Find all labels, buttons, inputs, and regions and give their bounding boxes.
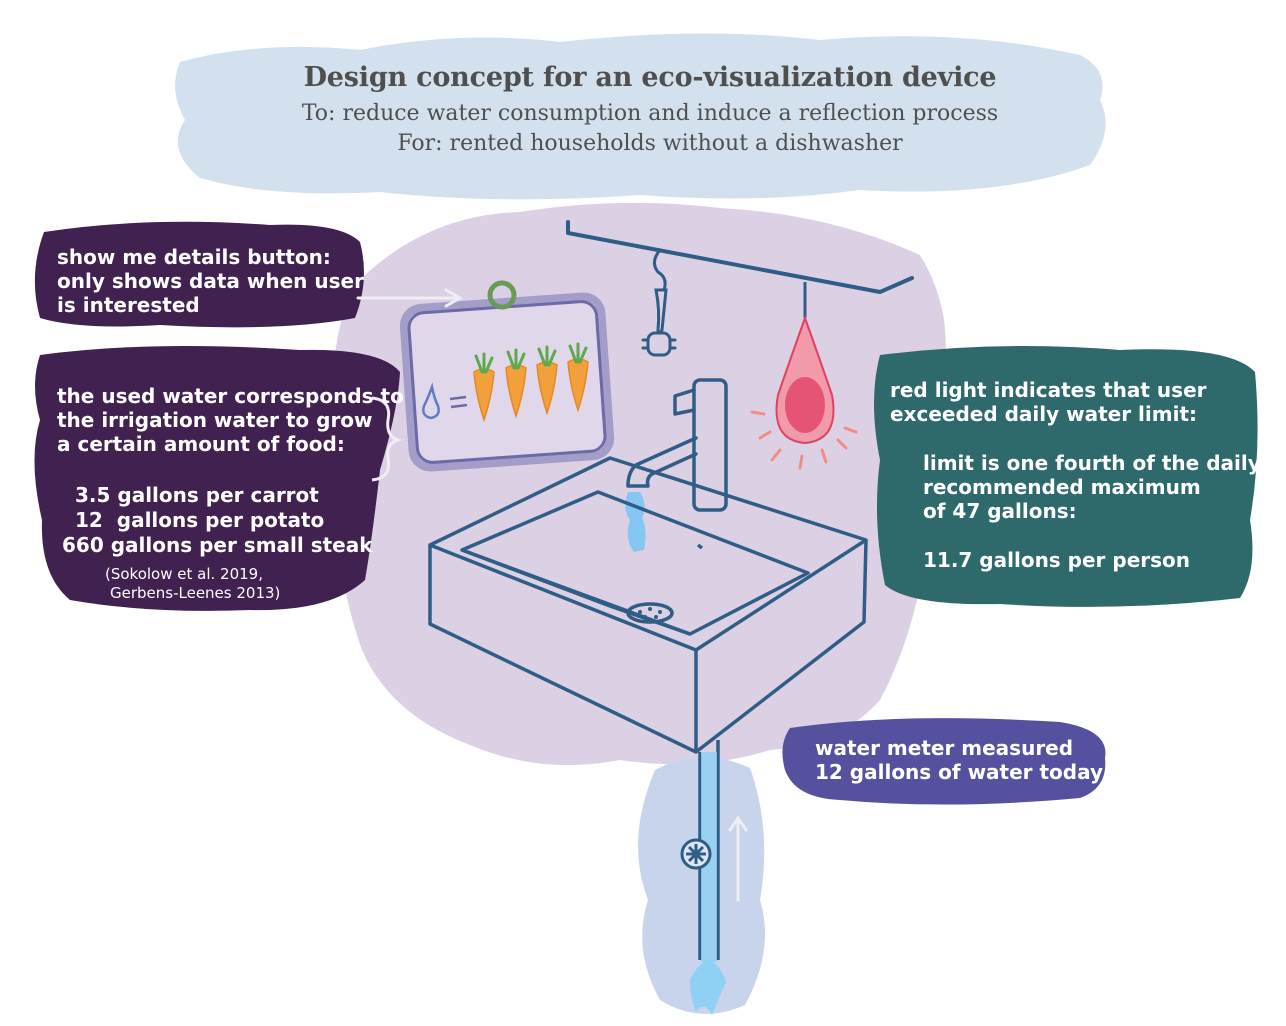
note-line: show me details button:	[57, 245, 331, 269]
note-line: water meter measured	[815, 736, 1074, 760]
note-line: the used water corresponds to	[57, 384, 404, 408]
water-drop-icon	[422, 382, 440, 420]
note-bg-details	[34, 221, 364, 328]
note-line: recommended maximum	[923, 475, 1201, 499]
note-line: the irrigation water to grow	[57, 408, 373, 432]
drain-icon	[626, 602, 674, 624]
source-citation-1: (Sokolow et al. 2019,	[105, 565, 263, 583]
subtitle-to: To: reduce water consumption and induce …	[301, 101, 999, 126]
note-irrigation: the used water corresponds to the irrigat…	[57, 384, 404, 456]
carrot-icon	[505, 348, 527, 419]
note-bg-irrigation	[34, 346, 400, 611]
note-red-light: red light indicates that user exceeded da…	[890, 378, 1207, 426]
note-details-button: show me details button: only shows data w…	[57, 245, 364, 317]
title-block: Design concept for an eco-visualization …	[200, 62, 1100, 159]
faucet	[626, 378, 728, 512]
note-line: is interested	[57, 293, 200, 317]
note-line: exceeded daily water limit:	[890, 402, 1198, 426]
carrot-icon	[473, 352, 495, 423]
warning-light-icon	[750, 282, 858, 470]
note-line: only shows data when user	[57, 269, 364, 293]
subtitle-for: For: rented households without a dishwas…	[397, 131, 903, 156]
food-value-carrot: 3.5 gallons per carrot	[75, 483, 319, 507]
food-value-steak: 660 gallons per small steak	[62, 533, 373, 557]
equals-sign	[449, 395, 468, 409]
towel-rail	[566, 220, 914, 294]
carrot-icon	[567, 342, 589, 413]
bracket	[371, 396, 403, 482]
food-value-potato: 12 gallons per potato	[75, 508, 325, 532]
note-line: of 47 gallons:	[923, 499, 1077, 523]
carrot-icon	[536, 345, 558, 416]
note-line: a certain amount of food:	[57, 432, 345, 456]
faucet-water	[625, 492, 646, 552]
note-meter: water meter measured 12 gallons of water …	[815, 736, 1103, 784]
arrow-to-button	[356, 288, 464, 308]
note-limit: limit is one fourth of the daily recommen…	[923, 451, 1261, 523]
note-bg-red-light	[874, 346, 1258, 607]
note-line: 12 gallons of water today	[815, 760, 1104, 784]
arrow-to-meter-note	[728, 815, 748, 902]
details-button-icon[interactable]	[487, 280, 517, 310]
page-title: Design concept for an eco-visualization …	[303, 62, 997, 93]
pipe-outflow	[690, 960, 726, 1015]
note-per-person: 11.7 gallons per person	[923, 548, 1191, 572]
sink	[428, 456, 868, 754]
note-line: red light indicates that user	[890, 378, 1207, 402]
title-band	[175, 33, 1106, 200]
source-citation-2: Gerbens-Leenes 2013)	[110, 584, 281, 602]
note-bg-meter	[782, 718, 1106, 805]
water-meter-icon	[680, 838, 712, 870]
dish-brush-icon	[641, 248, 677, 357]
note-line: limit is one fourth of the daily	[923, 451, 1261, 475]
